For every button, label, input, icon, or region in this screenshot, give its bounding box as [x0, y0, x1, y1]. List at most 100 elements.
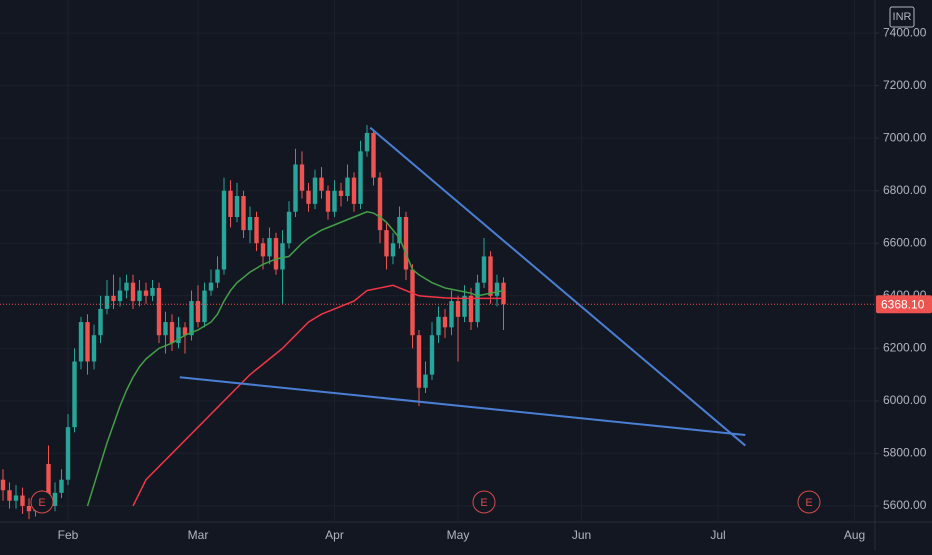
y-tick-label: 5600.00: [883, 498, 927, 512]
candle-body: [208, 282, 214, 291]
candle-body: [228, 190, 233, 217]
y-tick-label: 7000.00: [883, 130, 927, 144]
candle-body: [468, 295, 474, 323]
trendline: [179, 376, 746, 437]
candle-body: [449, 301, 454, 328]
candle-body: [280, 243, 285, 270]
candle-body: [182, 327, 188, 336]
candle-body: [273, 238, 279, 270]
candle-body: [163, 322, 168, 336]
candle-body: [410, 269, 415, 336]
candle-body: [98, 308, 103, 336]
trendline: [369, 126, 746, 447]
candle-body: [0, 479, 6, 491]
moving-average-line: [132, 284, 504, 507]
y-tick-label: 6200.00: [883, 341, 927, 355]
candle-body: [351, 177, 357, 204]
candle-body: [332, 190, 337, 212]
candle-body: [423, 374, 428, 388]
x-tick-label: Aug: [844, 528, 865, 542]
candle-body: [52, 492, 58, 506]
last-price-box: [876, 295, 932, 314]
earnings-label: E: [805, 497, 812, 509]
last-price-label: 6368.10: [881, 297, 925, 311]
candle-body: [338, 190, 344, 196]
candle-body: [293, 164, 298, 212]
candle-body: [371, 132, 376, 178]
candle-body: [260, 243, 266, 257]
x-tick-label: May: [447, 528, 470, 542]
candle-body: [442, 316, 448, 328]
earnings-marker: [797, 490, 821, 514]
candle-body: [358, 151, 363, 204]
candle-body: [117, 290, 123, 302]
candle-body: [384, 230, 389, 257]
candle-body: [130, 282, 136, 302]
candle-body: [286, 211, 292, 244]
candle-body: [111, 295, 116, 302]
candle-body: [156, 287, 162, 336]
candle-body: [26, 505, 32, 512]
candle-body: [416, 335, 422, 388]
x-tick-label: Jun: [572, 528, 591, 542]
candle-body: [436, 316, 441, 336]
candle-body: [488, 256, 493, 296]
candle-body: [176, 327, 181, 344]
candle-body: [390, 243, 396, 257]
candle-body: [377, 177, 383, 231]
candle-body: [195, 301, 201, 323]
candle-body: [501, 282, 506, 305]
candle-body: [234, 195, 240, 217]
y-tick-label: 5800.00: [883, 446, 927, 460]
candle-body: [91, 335, 97, 362]
candle-body: [364, 132, 370, 152]
candle-body: [462, 295, 467, 317]
y-tick-label: 6000.00: [883, 393, 927, 407]
candle-body: [221, 190, 227, 270]
candle-body: [397, 216, 402, 244]
candle-body: [150, 287, 155, 296]
candle-body: [345, 177, 350, 196]
candle-body: [143, 290, 149, 296]
candle-body: [254, 216, 259, 244]
candle-body: [169, 322, 175, 344]
y-tick-label: 7400.00: [883, 25, 927, 39]
candle-body: [319, 177, 324, 191]
candle-body: [312, 177, 318, 204]
candle-body: [455, 301, 461, 317]
candle-body: [429, 335, 435, 375]
x-tick-label: Apr: [325, 528, 344, 542]
y-tick-label: 6800.00: [883, 183, 927, 197]
candle-body: [124, 282, 129, 291]
earnings-marker: [30, 490, 54, 514]
candle-body: [215, 269, 220, 283]
candle-body: [494, 282, 500, 296]
candle-body: [59, 479, 64, 493]
candle-body: [78, 322, 84, 362]
candle-body: [241, 195, 246, 231]
candle-body: [481, 256, 487, 283]
currency: INR: [893, 11, 912, 23]
y-tick-label: 6600.00: [883, 235, 927, 249]
candle-body: [403, 216, 409, 270]
candle-body: [202, 290, 207, 323]
earnings-label: E: [480, 497, 487, 509]
moving-average-line: [86, 210, 504, 507]
candle-body: [306, 190, 311, 204]
candle-body: [189, 301, 194, 336]
candle-body: [247, 216, 253, 231]
x-tick-label: Feb: [58, 528, 79, 542]
candle-body: [267, 238, 272, 257]
candle-body: [65, 427, 71, 480]
candle-body: [137, 290, 142, 302]
earnings-marker: [472, 490, 496, 514]
candle-body: [325, 190, 331, 212]
candle-body: [7, 490, 12, 501]
x-tick-label: Jul: [710, 528, 725, 542]
candle-body: [475, 282, 480, 323]
y-tick-label: 7200.00: [883, 78, 927, 92]
